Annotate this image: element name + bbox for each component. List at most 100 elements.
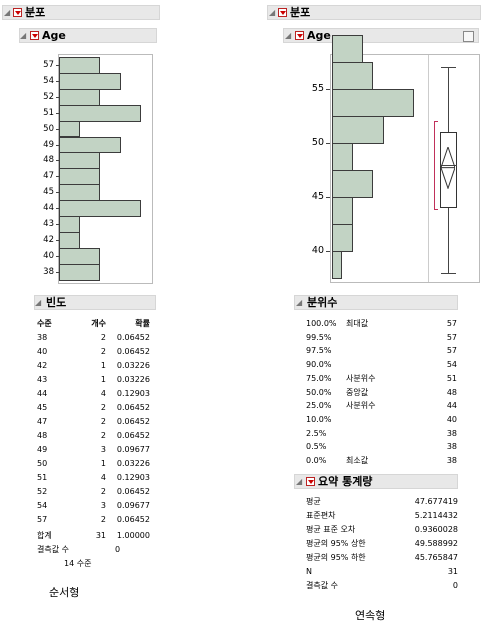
- whisker-line: [448, 207, 449, 273]
- quantile-percent: 2.5%: [306, 428, 327, 438]
- freq-prob: 0.03226: [116, 375, 150, 384]
- freq-level: 57: [37, 515, 48, 524]
- tick-mark: [56, 208, 59, 210]
- histogram-bar: [332, 89, 415, 117]
- summary-value: 49.588992: [414, 539, 458, 548]
- quantile-percent: 50.0%: [306, 387, 332, 397]
- freq-count: 2: [100, 417, 106, 426]
- disclosure-icon[interactable]: ◢: [285, 31, 292, 40]
- tick-mark: [56, 239, 59, 241]
- freq-level: 40: [37, 347, 48, 356]
- freq-total-label: 합계: [37, 531, 52, 540]
- tick-mark: [56, 176, 59, 178]
- disclosure-icon[interactable]: ◢: [269, 8, 276, 17]
- quantile-label: 최대값: [346, 319, 369, 328]
- histogram-bar: [59, 216, 80, 233]
- quartile-box: [440, 132, 457, 208]
- freq-count: 2: [100, 403, 106, 412]
- tick-mark: [56, 96, 59, 98]
- tick-mark: [56, 271, 59, 273]
- disclosure-icon[interactable]: ◢: [296, 477, 303, 486]
- whisker-cap: [441, 272, 456, 274]
- freq-count: 1: [100, 361, 106, 370]
- quantile-percent: 0.0%: [306, 456, 327, 465]
- histogram-bar: [332, 62, 374, 90]
- freq-prob: 0.09677: [116, 445, 150, 454]
- summary-label: 결측값 수: [306, 581, 338, 590]
- quantile-percent: 97.5%: [306, 346, 332, 356]
- left-age-header[interactable]: [19, 28, 157, 43]
- red-triangle-menu-icon[interactable]: [278, 8, 287, 17]
- freq-level: 54: [37, 501, 48, 510]
- freq-count: 2: [100, 333, 106, 342]
- level-label: 45: [43, 187, 54, 198]
- disclosure-icon[interactable]: ◢: [296, 298, 303, 307]
- level-label: 38: [43, 266, 54, 277]
- histogram-bar: [59, 184, 100, 202]
- summary-value: 5.2114432: [414, 511, 458, 520]
- quantile-value: 38: [446, 456, 457, 465]
- histogram-bar: [59, 104, 141, 122]
- level-label: 42: [43, 234, 54, 245]
- summary-label: 평균 표준 오차: [306, 525, 356, 534]
- red-triangle-menu-icon[interactable]: [295, 31, 304, 40]
- tick-mark: [56, 192, 59, 194]
- shortest-half-bracket: [434, 121, 438, 210]
- axis-tick-label: 50: [311, 137, 324, 148]
- missing-label: 결측값 수: [37, 545, 69, 554]
- freq-count: 1: [100, 459, 106, 468]
- summary-label: 평균: [306, 497, 321, 506]
- summary-header[interactable]: [294, 474, 458, 489]
- summary-title: 요약 통계량: [318, 475, 373, 488]
- summary-label: 표준편차: [306, 511, 336, 520]
- freq-level: 45: [37, 403, 48, 412]
- tick-mark: [56, 128, 59, 130]
- copy-icon[interactable]: [463, 31, 474, 42]
- level-label: 50: [43, 123, 54, 134]
- freq-header-prob: 확률: [135, 319, 150, 328]
- level-label: 52: [43, 91, 54, 102]
- quantile-label: 중앙값: [346, 387, 369, 397]
- quantile-value: 57: [446, 332, 457, 342]
- histogram-bar: [332, 251, 343, 279]
- summary-label: 평균의 95% 상한: [306, 539, 366, 548]
- histogram-bar: [332, 224, 353, 252]
- freq-level: 47: [37, 417, 48, 426]
- median-line: [440, 164, 457, 166]
- freq-count: 2: [100, 347, 106, 356]
- whisker-line: [448, 67, 449, 133]
- freq-count: 1: [100, 375, 106, 384]
- quantile-percent: 25.0%: [306, 401, 332, 411]
- histogram-bar: [332, 143, 353, 171]
- disclosure-icon[interactable]: ◢: [35, 298, 42, 307]
- summary-label: N: [306, 567, 312, 576]
- right-outline-header[interactable]: [267, 5, 481, 20]
- left-caption: 순서형: [49, 586, 80, 599]
- freq-level: 52: [37, 487, 48, 496]
- histogram-bar: [59, 120, 80, 138]
- histogram-bar: [59, 200, 141, 217]
- disclosure-icon[interactable]: ◢: [4, 8, 11, 17]
- disclosure-icon[interactable]: ◢: [20, 31, 27, 40]
- quantiles-title: 분위수: [307, 296, 338, 309]
- quantile-value: 38: [446, 428, 457, 438]
- freq-level: 49: [37, 445, 48, 454]
- freq-prob: 0.06452: [116, 515, 150, 524]
- red-triangle-menu-icon[interactable]: [30, 31, 39, 40]
- histogram-bar: [332, 116, 384, 144]
- quantile-value: 48: [446, 387, 457, 397]
- red-triangle-menu-icon[interactable]: [306, 477, 315, 486]
- freq-prob: 0.09677: [116, 501, 150, 510]
- axis-tick: [326, 197, 330, 198]
- histogram-bar: [59, 136, 121, 154]
- red-triangle-menu-icon[interactable]: [13, 8, 22, 17]
- histogram-bar: [332, 170, 374, 198]
- freq-level: 51: [37, 473, 48, 482]
- freq-level: 50: [37, 459, 48, 468]
- quantile-label: 사분위수: [346, 373, 376, 383]
- freq-prob: 0.06452: [116, 347, 150, 356]
- quantiles-header[interactable]: [294, 295, 458, 310]
- freq-header[interactable]: [34, 295, 156, 310]
- freq-total-prob: 1.00000: [116, 531, 150, 540]
- left-outline-header[interactable]: [2, 5, 160, 20]
